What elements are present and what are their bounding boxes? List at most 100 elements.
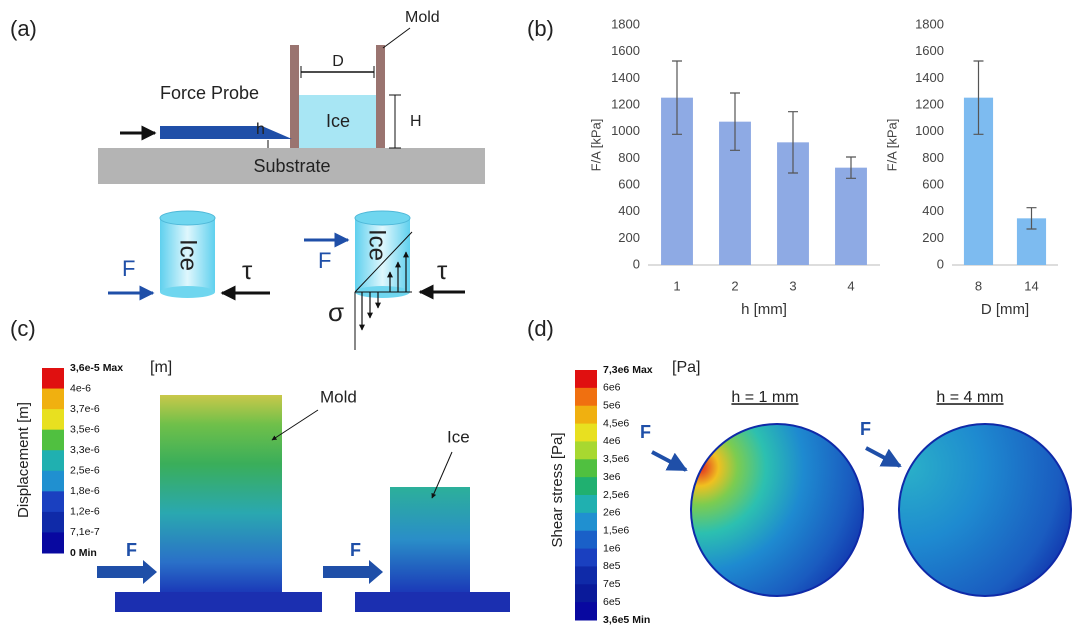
panel-label: (b) [527,16,554,41]
colorbar-band [575,566,597,584]
tau-label: τ [437,255,448,285]
x-tick-label: 2 [731,278,738,293]
colorbar-band [575,477,597,495]
f-label: F [122,256,135,281]
y-tick-label: 0 [633,256,640,271]
x-tick-label: 1 [673,278,680,293]
colorbar-label: 3,6e-5 Max [70,362,123,374]
colorbar: 7,3e6 Max6e65e64,5e64e63,5e63e62,5e62e61… [575,364,653,626]
colorbar-title: Displacement [m] [15,402,32,518]
cylinder: Ice [355,211,410,298]
force-arrow [97,560,157,584]
panel-label: (d) [527,316,554,341]
y-tick-label: 200 [922,230,944,245]
x-tick-label: 14 [1024,278,1038,293]
f-label: F [860,419,871,439]
mold-label: Mold [405,9,440,26]
colorbar-label: 1,2e-6 [70,506,100,518]
colorbar-band [575,549,597,567]
f-label: F [126,540,137,560]
colorbar: 3,6e-5 Max4e-63,7e-63,5e-63,3e-62,5e-61,… [42,362,123,559]
y-tick-label: 400 [922,203,944,218]
colorbar-band [42,512,64,533]
y-tick-label: 400 [618,203,640,218]
substrate-label: Substrate [253,156,330,176]
x-axis-title: D [mm] [981,301,1029,318]
colorbar-band [575,406,597,424]
colorbar-band [575,513,597,531]
colorbar-label: 3,5e-6 [70,423,100,435]
mold-model [160,395,282,592]
colorbar-label: 1,8e-6 [70,485,100,497]
cylinder: Ice [160,211,215,298]
unit-label: [m] [150,359,172,376]
panel-c: (c) [m] Displacement [m] 3,6e-5 Max4e-63… [10,316,510,612]
y-axis-title: F/A [kPa] [588,119,603,172]
colorbar-label: 6e6 [603,382,621,394]
panel-a: (a) Substrate Ice D Mold H Force Probe h… [10,9,485,350]
sigma-label: σ [328,297,344,327]
ice-label: Ice [175,239,202,271]
ice-label: Ice [326,111,350,131]
y-tick-label: 0 [937,256,944,271]
y-tick-label: 1600 [611,43,640,58]
colorbar-label: 1e6 [603,542,621,554]
force-arrow [652,452,686,470]
colorbar-band [42,368,64,389]
ice-model [390,487,470,592]
y-tick-label: 1200 [915,96,944,111]
colorbar-label: 3e6 [603,471,621,483]
colorbar-band [575,370,597,388]
case-label: h = 4 mm [936,389,1003,406]
case-label: h = 1 mm [731,389,798,406]
colorbar-band [42,409,64,430]
x-tick-label: 8 [975,278,982,293]
f-label: F [350,540,361,560]
h-cap-label: H [410,113,422,130]
y-tick-label: 1000 [915,123,944,138]
substrate-model [355,592,510,612]
y-axis-title: F/A [kPa] [884,119,899,172]
force-probe [160,126,292,139]
colorbar-label: 4e-6 [70,382,91,394]
colorbar-band [42,430,64,451]
colorbar-band [575,602,597,620]
tau-label: τ [242,255,253,285]
x-axis-title: h [mm] [741,301,787,318]
mold-wall [290,45,299,148]
colorbar-label: 8e5 [603,560,621,572]
colorbar-label: 3,5e6 [603,453,629,465]
f-label: F [640,422,651,442]
bar [835,168,867,265]
y-tick-label: 1600 [915,43,944,58]
colorbar-label: 7,1e-7 [70,526,100,538]
substrate-model [115,592,322,612]
y-tick-label: 1000 [611,123,640,138]
colorbar-label: 7,3e6 Max [603,364,653,376]
colorbar-band [575,388,597,406]
d-label: D [332,53,344,70]
colorbar-label: 4,5e6 [603,417,629,429]
mold-label: Mold [320,387,357,406]
y-tick-label: 600 [922,176,944,191]
colorbar-band [575,424,597,442]
unit-label: [Pa] [672,359,700,376]
colorbar-label: 2e6 [603,507,621,519]
colorbar-label: 5e6 [603,399,621,411]
y-tick-label: 1400 [611,70,640,85]
colorbar-band [42,471,64,492]
stress-disc [899,424,1071,596]
y-tick-label: 1400 [915,70,944,85]
colorbar-label: 3,7e-6 [70,403,100,415]
x-tick-label: 3 [789,278,796,293]
panel-label: (a) [10,16,37,41]
colorbar-label: 6e5 [603,596,621,608]
colorbar-label: 3,3e-6 [70,444,100,456]
colorbar-label: 7e5 [603,578,621,590]
colorbar-label: 2,5e6 [603,489,629,501]
colorbar-band [575,441,597,459]
y-tick-label: 200 [618,230,640,245]
colorbar-band [575,495,597,513]
ice-label: Ice [447,427,470,446]
